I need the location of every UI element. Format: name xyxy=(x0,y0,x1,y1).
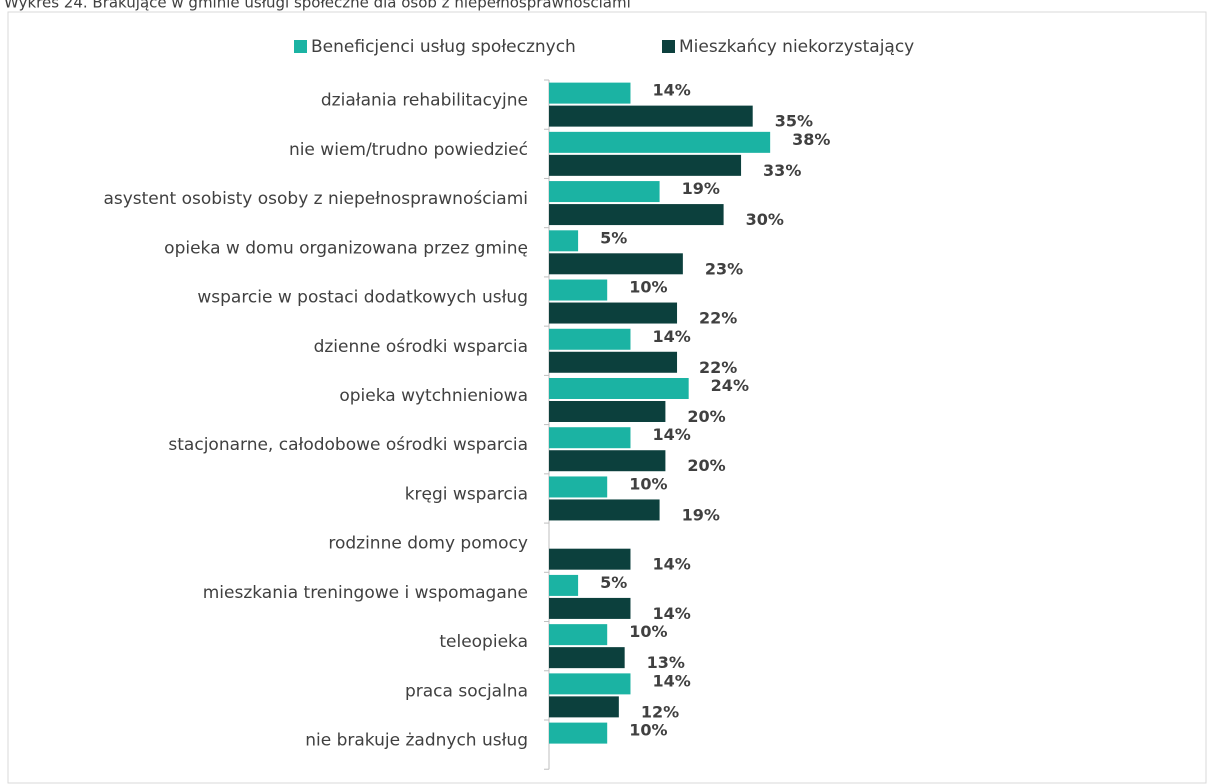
value-label: 12% xyxy=(641,702,679,721)
bar xyxy=(549,499,660,521)
legend-label: Beneficjenci usług społecznych xyxy=(311,37,576,57)
value-label: 14% xyxy=(652,425,690,444)
value-label: 22% xyxy=(699,309,737,328)
bar xyxy=(549,647,625,669)
value-label: 35% xyxy=(775,112,813,131)
category-label: wsparcie w postaci dodatkowych usług xyxy=(197,288,528,308)
category-label: opieka w domu organizowana przez gminę xyxy=(164,238,528,258)
value-label: 10% xyxy=(629,622,667,641)
value-label: 14% xyxy=(652,81,690,100)
category-label: działania rehabilitacyjne xyxy=(321,91,528,111)
value-label: 10% xyxy=(629,278,667,297)
bar xyxy=(549,82,631,104)
value-label: 23% xyxy=(705,259,743,278)
bar xyxy=(549,154,742,176)
value-label: 20% xyxy=(687,456,725,475)
value-label: 38% xyxy=(792,130,830,149)
value-label: 24% xyxy=(711,376,749,395)
category-label: nie brakuje żadnych usług xyxy=(305,731,528,751)
bar xyxy=(549,302,678,324)
value-label: 13% xyxy=(647,653,685,672)
bar xyxy=(549,624,608,646)
bar xyxy=(549,548,631,570)
value-label: 14% xyxy=(652,327,690,346)
category-label: rodzinne domy pomocy xyxy=(328,534,528,554)
value-label: 19% xyxy=(682,179,720,198)
bar xyxy=(549,673,631,695)
value-label: 5% xyxy=(600,228,627,247)
bar xyxy=(549,597,631,619)
bar xyxy=(549,696,619,718)
value-label: 30% xyxy=(746,210,784,229)
bar xyxy=(549,377,689,399)
bar xyxy=(549,450,666,472)
category-label: stacjonarne, całodobowe ośrodki wsparcia xyxy=(168,435,528,455)
bar xyxy=(549,328,631,350)
value-label: 22% xyxy=(699,358,737,377)
bar xyxy=(549,722,608,744)
value-label: 20% xyxy=(687,407,725,426)
value-label: 10% xyxy=(629,474,667,493)
bar xyxy=(549,279,608,301)
bar xyxy=(549,204,724,226)
value-label: 14% xyxy=(652,555,690,574)
value-label: 10% xyxy=(629,721,667,740)
bar xyxy=(549,105,753,127)
category-label: opieka wytchnieniowa xyxy=(339,386,528,406)
category-label: dzienne ośrodki wsparcia xyxy=(314,337,528,357)
bar xyxy=(549,476,608,498)
bar xyxy=(549,574,579,596)
category-label: nie wiem/trudno powiedzieć xyxy=(289,140,528,160)
value-label: 19% xyxy=(682,505,720,524)
bar xyxy=(549,181,660,203)
value-label: 14% xyxy=(652,604,690,623)
value-label: 33% xyxy=(763,161,801,180)
bar xyxy=(549,253,683,275)
bar xyxy=(549,427,631,449)
category-label: asystent osobisty osoby z niepełnosprawn… xyxy=(103,189,528,209)
legend-swatch xyxy=(294,40,307,53)
chart-title: Wykres 24. Brakujące w gminie usługi spo… xyxy=(4,0,631,12)
value-label: 5% xyxy=(600,573,627,592)
value-label: 14% xyxy=(652,671,690,690)
bar xyxy=(549,400,666,422)
category-label: teleopieka xyxy=(439,632,528,652)
bar xyxy=(549,230,579,252)
category-label: praca socjalna xyxy=(405,681,528,701)
category-label: mieszkania treningowe i wspomagane xyxy=(203,583,528,603)
legend-label: Mieszkańcy niekorzystający xyxy=(679,37,914,57)
bar xyxy=(549,351,678,373)
category-label: kręgi wsparcia xyxy=(405,484,528,504)
legend-swatch xyxy=(662,40,675,53)
bar xyxy=(549,131,771,153)
